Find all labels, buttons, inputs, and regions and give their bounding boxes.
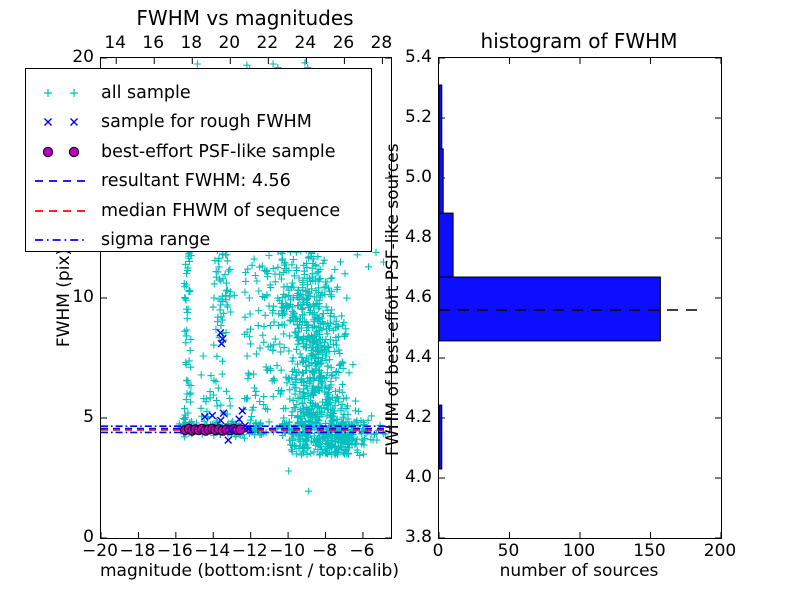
histogram-bar (439, 148, 444, 214)
legend-item-median-fhwm: median FHWM of sequence (32, 196, 365, 226)
top-x-tick-label: 16 (142, 33, 165, 53)
y-tick-label: 0 (83, 527, 94, 547)
y-tick-label: 5.0 (404, 167, 432, 187)
dashdot-line-icon (32, 231, 90, 249)
dashed-line-icon (32, 202, 90, 220)
y-tick-label: 4.2 (404, 407, 432, 427)
histogram-canvas (439, 58, 721, 538)
legend-item-sigma-range: sigma range (32, 226, 365, 256)
legend-item-all-sample: all sample (32, 78, 365, 108)
y-tick-label: 4.4 (404, 347, 432, 367)
y-tick-label: 4.8 (404, 227, 432, 247)
x-tick-label: 50 (497, 541, 520, 561)
legend-label: sample for rough FWHM (101, 112, 312, 133)
legend-item-resultant-fwhm: resultant FWHM: 4.56 (32, 167, 365, 197)
plus-marker-icon (32, 84, 90, 102)
x-tick-label: −18 (119, 541, 156, 561)
y-tick-label: 5.2 (404, 107, 432, 127)
legend-label: resultant FWHM: 4.56 (101, 171, 291, 192)
right-xaxis-label: number of sources (499, 561, 659, 581)
x-tick-label: −12 (231, 541, 268, 561)
y-tick-label: 10 (72, 287, 94, 307)
x-marker-icon (32, 113, 90, 131)
top-x-tick-label: 18 (180, 33, 203, 53)
top-x-tick-label: 26 (332, 33, 355, 53)
legend-item-rough-fwhm: sample for rough FWHM (32, 108, 365, 138)
x-tick-label: −10 (269, 541, 306, 561)
histogram-bar (439, 84, 443, 150)
x-tick-label: −14 (194, 541, 231, 561)
legend-item-psf-sample: best-effort PSF-like sample (32, 137, 365, 167)
top-x-tick-label: 24 (294, 33, 317, 53)
legend-label: all sample (101, 82, 191, 103)
x-tick-label: −6 (349, 541, 375, 561)
x-tick-label: 100 (562, 541, 596, 561)
right-plot-title: histogram of FWHM (480, 29, 678, 53)
y-tick-label: 5 (83, 407, 94, 427)
x-tick-label: 150 (633, 541, 666, 561)
legend: all sample sample for rough FWHM best-ef… (25, 68, 372, 252)
x-tick-label: −16 (156, 541, 193, 561)
x-tick-label: −20 (82, 541, 118, 561)
histogram-plot-area (438, 57, 722, 539)
x-tick-label: −8 (311, 541, 338, 561)
x-tick-label: 200 (703, 541, 737, 561)
y-tick-label: 5.4 (404, 47, 432, 67)
left-xaxis-label: magnitude (bottom:isnt / top:calib) (100, 561, 399, 581)
top-x-tick-label: 28 (370, 33, 393, 53)
rough-fwhm-scatter (200, 328, 253, 444)
histogram-bar (439, 276, 661, 342)
circle-marker-icon (32, 143, 90, 161)
legend-label: median FHWM of sequence (101, 200, 341, 221)
legend-label: best-effort PSF-like sample (101, 141, 336, 162)
top-x-tick-label: 22 (256, 33, 279, 53)
y-tick-label: 3.8 (404, 527, 432, 547)
scatter-canvas (101, 58, 391, 538)
y-tick-label: 20 (72, 47, 94, 67)
histogram-bar (439, 404, 443, 470)
legend-label: sigma range (101, 230, 211, 251)
y-tick-label: 4.6 (404, 287, 432, 307)
top-x-tick-label: 20 (218, 33, 241, 53)
left-plot-title: FWHM vs magnitudes (136, 6, 354, 30)
dashed-line-icon (32, 172, 90, 190)
top-x-tick-label: 14 (104, 33, 127, 53)
x-tick-label: 0 (432, 541, 444, 561)
histogram-bar (439, 212, 454, 278)
y-tick-label: 4.0 (404, 467, 432, 487)
